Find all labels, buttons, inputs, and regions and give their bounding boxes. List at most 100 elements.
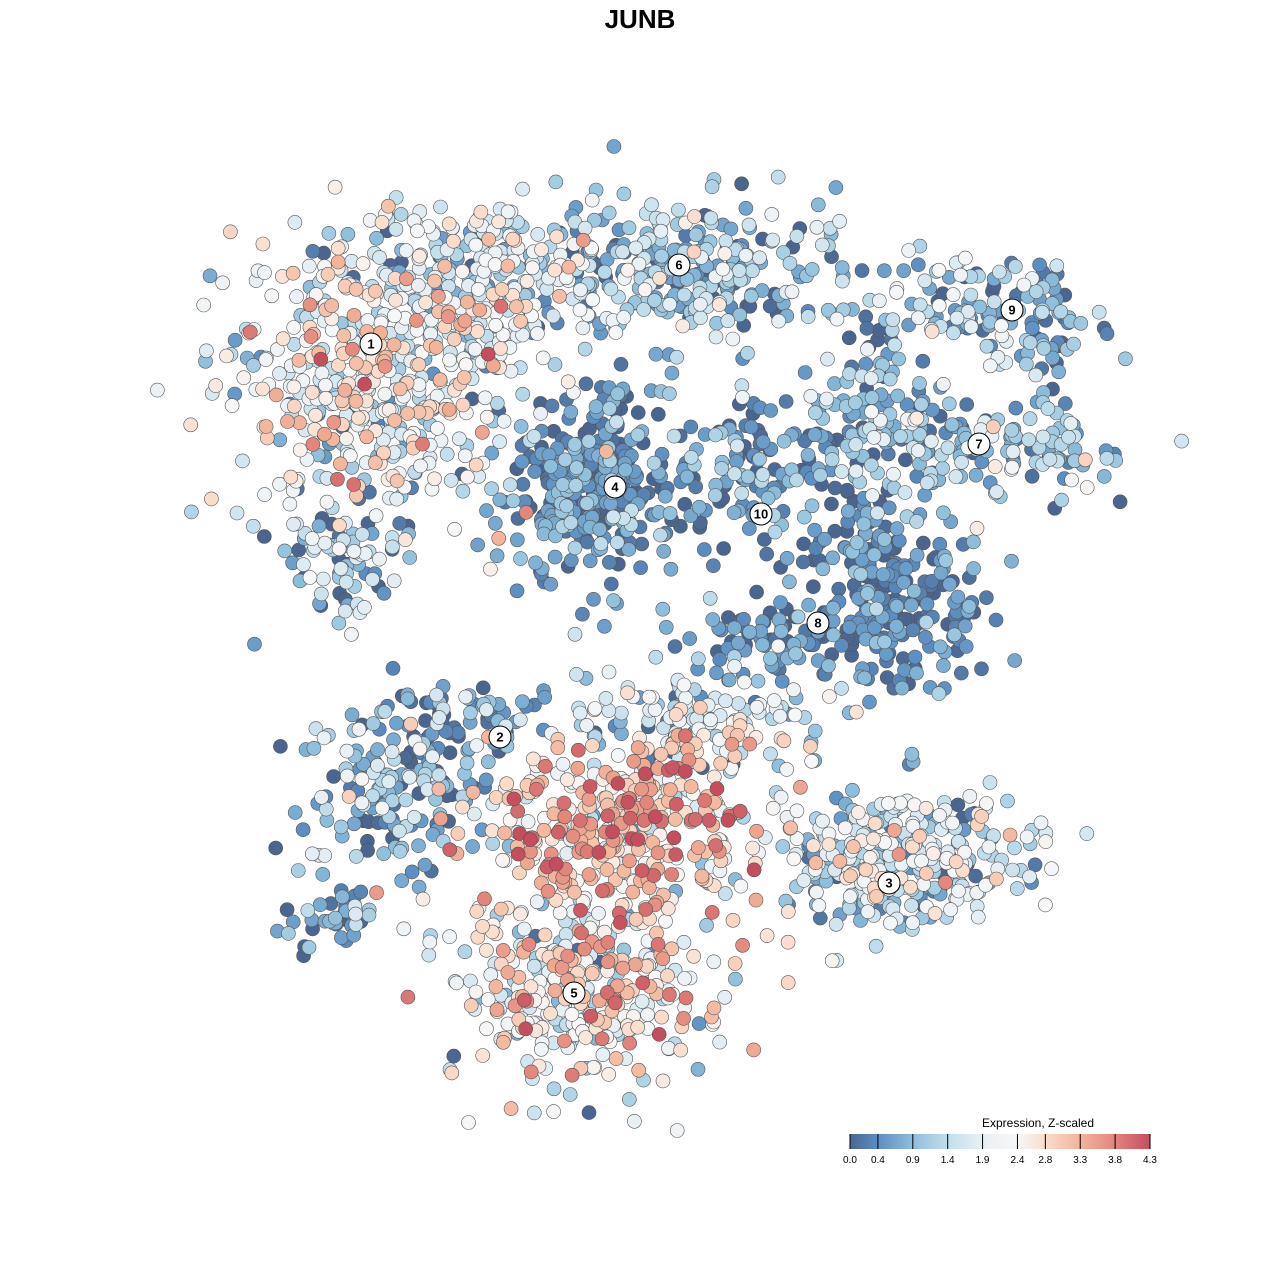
data-point	[336, 328, 352, 343]
data-point	[677, 496, 693, 512]
data-point	[543, 576, 559, 592]
data-point	[982, 358, 998, 374]
data-point	[612, 915, 628, 930]
data-point	[771, 313, 787, 329]
data-point	[1022, 335, 1038, 350]
cluster-label-text: 6	[675, 258, 682, 273]
data-point	[909, 665, 924, 681]
data-point	[392, 516, 408, 531]
data-point	[662, 386, 677, 402]
data-point	[625, 884, 641, 900]
data-point	[783, 820, 798, 836]
data-point	[442, 842, 458, 858]
data-point	[676, 287, 692, 303]
data-point	[981, 839, 997, 855]
data-point	[489, 395, 505, 411]
data-point	[340, 227, 356, 242]
data-point	[891, 351, 906, 367]
data-point	[567, 540, 583, 556]
data-point	[912, 427, 928, 442]
data-point	[915, 535, 931, 551]
data-point	[854, 263, 870, 278]
data-point	[488, 979, 504, 994]
data-point	[691, 499, 707, 515]
data-point	[466, 806, 482, 822]
data-point	[673, 1042, 689, 1058]
data-point	[755, 467, 771, 482]
data-point	[1035, 304, 1050, 320]
data-point	[315, 571, 331, 587]
data-point	[862, 850, 878, 865]
data-point	[361, 907, 377, 923]
data-point	[949, 310, 965, 326]
data-point	[931, 262, 947, 278]
data-point	[654, 1009, 669, 1025]
data-point	[513, 419, 529, 434]
data-point	[469, 738, 485, 753]
data-point	[1064, 472, 1079, 488]
data-point	[959, 397, 975, 412]
data-point	[547, 549, 563, 565]
data-point	[620, 794, 636, 810]
data-point	[935, 505, 951, 521]
data-point	[283, 469, 299, 485]
data-point	[1033, 815, 1049, 831]
data-point	[556, 795, 572, 811]
data-point	[653, 223, 669, 239]
data-point	[717, 989, 733, 1005]
data-point	[773, 789, 789, 805]
data-point	[708, 838, 724, 853]
data-point	[585, 292, 600, 308]
data-point	[290, 863, 306, 878]
data-point	[567, 884, 582, 900]
data-point	[570, 742, 586, 758]
data-point	[243, 324, 258, 340]
data-point	[831, 581, 847, 597]
data-point	[725, 912, 741, 928]
data-point	[866, 831, 881, 847]
data-point	[533, 406, 548, 421]
data-point	[662, 987, 677, 1002]
data-point	[610, 748, 626, 763]
data-point	[606, 139, 622, 154]
chart-title: JUNB	[604, 4, 676, 34]
data-point	[339, 743, 355, 759]
data-point	[786, 682, 801, 698]
data-point	[1000, 793, 1015, 809]
data-point	[690, 1062, 706, 1077]
data-point	[428, 340, 444, 355]
data-point	[331, 615, 347, 631]
data-point	[594, 1031, 610, 1047]
data-point	[688, 227, 704, 243]
data-point	[313, 351, 329, 367]
data-point	[982, 775, 998, 790]
data-point	[372, 551, 387, 567]
data-point	[883, 915, 898, 931]
cluster-label-text: 9	[1008, 303, 1015, 318]
data-point	[1019, 829, 1035, 845]
data-point	[592, 521, 608, 537]
data-point	[305, 244, 321, 259]
data-point	[860, 341, 875, 357]
data-point	[601, 703, 617, 718]
data-point	[544, 398, 560, 414]
data-point	[376, 585, 392, 601]
data-point	[585, 738, 600, 753]
data-point	[924, 324, 940, 339]
data-point	[573, 282, 588, 298]
data-point	[523, 979, 539, 995]
data-point	[326, 769, 341, 784]
data-point	[905, 915, 921, 931]
data-point	[374, 215, 390, 230]
data-point	[1027, 857, 1043, 873]
data-point	[1049, 258, 1065, 274]
data-point	[563, 515, 579, 530]
data-point	[1079, 480, 1095, 495]
data-point	[546, 1104, 561, 1119]
data-point	[296, 557, 311, 572]
data-point	[699, 917, 714, 933]
data-point	[807, 522, 822, 538]
data-point	[822, 689, 837, 704]
data-point	[346, 308, 362, 323]
data-point	[1099, 326, 1115, 342]
